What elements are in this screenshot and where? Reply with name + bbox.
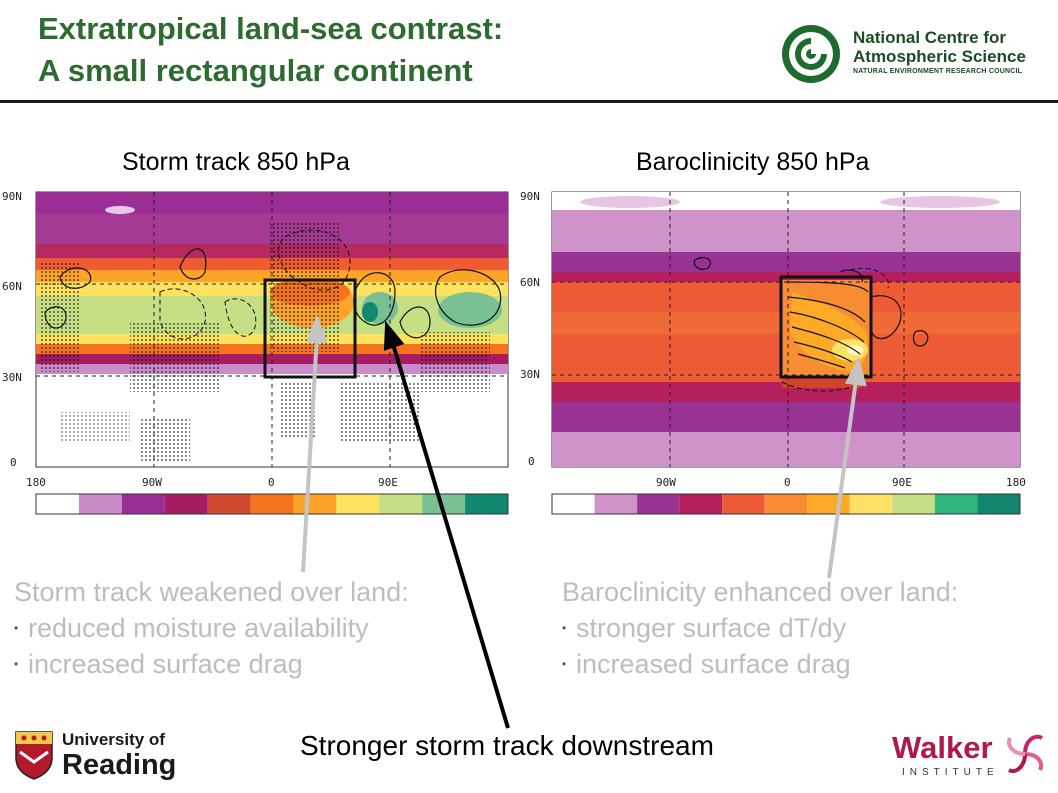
downstream-caption: Stronger storm track downstream (300, 730, 714, 761)
header-divider (0, 100, 1058, 103)
baroclinicity-colorbar: 2e-64e-66e-68e-61e-5 (551, 493, 1021, 515)
colorbar-outline (551, 493, 1021, 515)
colorbar-swatch (250, 494, 294, 514)
colorbar-swatch (934, 494, 978, 514)
left-lon-label: 90W (142, 476, 162, 489)
left-note-bullet: reduced moisture availability (14, 610, 409, 646)
right-lon-label: 0 (784, 476, 791, 489)
right-panel-title: Baroclinicity 850 hPa (636, 148, 870, 176)
reading-line1: University of (62, 730, 165, 749)
colorbar-swatch (207, 494, 251, 514)
colorbar-swatch (849, 494, 893, 514)
colorbar-swatch (379, 494, 423, 514)
left-note-heading: Storm track weakened over land: (14, 577, 409, 607)
walker-institute-logo: Walker INSTITUTE (892, 730, 1050, 782)
right-note-bullet: increased surface drag (562, 646, 958, 682)
baroclinicity-contours (693, 256, 929, 369)
left-lat-label: 90N (2, 190, 22, 203)
ncas-name-line1: National Centre for (853, 28, 1007, 47)
colorbar-swatch (552, 494, 595, 514)
left-lon-label: 90E (378, 476, 398, 489)
left-lat-label: 60N (2, 280, 22, 293)
colorbar-swatch (807, 494, 850, 514)
ncas-name-line2: Atmospheric Science (853, 47, 1026, 66)
left-lon-label: 0 (268, 476, 275, 489)
storm-track-dashed-contours (159, 229, 351, 340)
colorbar-swatch (78, 494, 122, 514)
right-note: Baroclinicity enhanced over land: strong… (562, 574, 958, 682)
colorbar-swatch (722, 494, 765, 514)
right-note-bullet: stronger surface dT/dy (562, 610, 958, 646)
right-lon-label: 180 (1006, 476, 1026, 489)
left-lat-label: 30N (2, 371, 22, 384)
right-lat-label: 60N (520, 276, 540, 289)
right-lat-label: 30N (520, 368, 540, 381)
right-lon-label: 90E (892, 476, 912, 489)
baroclinicity-grid (552, 192, 1020, 467)
colorbar-swatch (293, 494, 337, 514)
right-note-heading: Baroclinicity enhanced over land: (562, 577, 959, 607)
reading-line2: Reading (62, 749, 177, 781)
colorbar-swatch (36, 494, 79, 514)
right-lat-label: 90N (520, 190, 540, 203)
colorbar-swatch (594, 494, 638, 514)
reading-name: University of Reading (62, 730, 176, 780)
left-lon-label: 180 (26, 476, 46, 489)
colorbar-swatch (121, 494, 165, 514)
ncas-logo: National Centre for Atmospheric Science … (778, 20, 1050, 88)
left-note-bullet: increased surface drag (14, 646, 409, 682)
baroclinicity-shading (552, 192, 1020, 467)
walker-subtitle: INSTITUTE (902, 767, 999, 778)
colorbar-swatch (892, 494, 935, 514)
university-of-reading-logo: University of Reading (14, 730, 184, 782)
colorbar-swatch (764, 494, 808, 514)
continent-box (779, 275, 873, 379)
left-note: Storm track weakened over land: reduced … (14, 574, 409, 682)
ncas-swirl-icon (782, 22, 845, 83)
ncas-subtitle: NATURAL ENVIRONMENT RESEARCH COUNCIL (853, 68, 1023, 75)
right-lon-label: 90W (656, 476, 676, 489)
slide-title-line1: Extratropical land-sea contrast: (38, 11, 504, 46)
baroclinicity-dashed-contours (781, 267, 889, 392)
right-lat-label: 0 (528, 455, 535, 468)
ncas-name: National Centre for Atmospheric Science (853, 28, 1026, 66)
colorbar-swatch (977, 494, 1020, 514)
reading-crest-icon (15, 731, 53, 780)
slide-title-line2: A small rectangular continent (38, 53, 473, 88)
left-panel-title: Storm track 850 hPa (122, 148, 350, 176)
colorbar-swatch (465, 494, 508, 514)
walker-pinwheel-icon (1007, 734, 1044, 773)
colorbar-swatch (164, 494, 208, 514)
walker-name: Walker (892, 730, 993, 765)
colorbar-swatch (679, 494, 723, 514)
slide-title: Extratropical land-sea contrast: A small… (38, 8, 503, 92)
storm-track-colorbar: 800120016002000 (35, 493, 509, 515)
colorbar-swatch (637, 494, 680, 514)
colorbar-swatch (422, 494, 466, 514)
storm-track-map: 90N 60N 30N 0 180 90W 0 90E 800120016002… (2, 190, 509, 515)
baroclinicity-map: 90N 60N 30N 0 90W 0 90E 180 2e-64e-66e-6… (520, 190, 1026, 515)
colorbar-swatch (336, 494, 380, 514)
left-lat-label: 0 (10, 456, 17, 469)
